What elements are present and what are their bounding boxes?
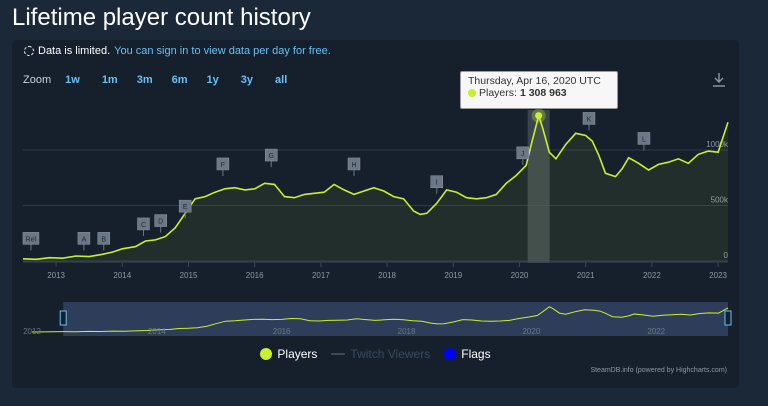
highlight-point: [535, 112, 543, 120]
flag-label: G: [269, 153, 274, 160]
navigator-label: 2016: [273, 327, 291, 336]
navigator-label: 2012: [23, 327, 41, 336]
navigator-label: 2020: [522, 327, 540, 336]
flag-marker: [516, 146, 530, 160]
flag-marker: [216, 157, 230, 171]
twitch-legend-line: [331, 353, 346, 355]
players-legend-dot: [260, 348, 273, 360]
flag-marker: [347, 157, 361, 171]
tooltip-row: Players: 1 308 963: [468, 87, 610, 99]
tooltip-value: 1 308 963: [519, 87, 567, 99]
x-tick-label: 2018: [378, 271, 396, 280]
players-line: [22, 112, 729, 261]
credits[interactable]: SteamDB.info (powered by Highcharts.com): [590, 367, 727, 374]
zoom-1w-button[interactable]: 1w: [65, 74, 80, 86]
zoom-1y-button[interactable]: 1y: [206, 74, 219, 86]
flag-label: L: [642, 136, 646, 143]
chart-legend: Players Twitch Viewers Flags: [12, 347, 739, 361]
navigator-label: 2022: [647, 327, 665, 336]
tooltip: Thursday, Apr 16, 2020 UTC Players: 1 30…: [460, 71, 618, 109]
x-tick-label: 2021: [577, 271, 595, 280]
flag-marker: [430, 175, 443, 188]
zoom-1m-button[interactable]: 1m: [101, 74, 118, 86]
page-title: Lifetime player count history: [12, 4, 311, 31]
tooltip-date: Thursday, Apr 16, 2020 UTC: [468, 75, 601, 87]
x-tick-label: 2013: [47, 271, 65, 280]
flag-label: K: [587, 116, 592, 123]
flag-label: J: [521, 151, 525, 158]
legend-item-flags[interactable]: Flags: [444, 347, 491, 361]
flag-marker: [22, 232, 40, 245]
flag-marker: [154, 214, 167, 227]
navigator-label: 2014: [148, 327, 166, 336]
flag-marker: [264, 148, 278, 162]
sign-in-link[interactable]: You can sign in to view data per day for…: [114, 45, 331, 57]
flag-marker: [97, 232, 111, 245]
y-tick-label: 500k: [711, 195, 729, 204]
flag-marker: [137, 217, 150, 231]
player-count-chart[interactable]: 0 500k 1000k Rel A B C D E F G H I J K L 2013 2014 2015 201…: [12, 40, 739, 340]
flag-label: D: [158, 219, 163, 226]
zoom-6m-button[interactable]: 6m: [171, 74, 188, 86]
legend-players-label: Players: [277, 347, 318, 361]
x-tick-label: 2015: [180, 271, 198, 280]
legend-item-players[interactable]: Players: [260, 347, 317, 361]
x-tick-label: 2023: [709, 271, 727, 280]
legend-twitch-label: Twitch Viewers: [350, 347, 431, 361]
x-tick-label: 2014: [113, 271, 131, 280]
flag-label: I: [436, 180, 438, 187]
x-tick-label: 2017: [312, 271, 330, 280]
zoom-all-button[interactable]: all: [275, 74, 288, 86]
navigator-handle-left: [59, 310, 67, 326]
y-tick-label: 0: [724, 251, 729, 260]
x-tick-label: 2020: [511, 271, 529, 280]
flag-label: B: [101, 236, 106, 243]
dashed-circle-icon: [24, 46, 34, 56]
legend-flags-label: Flags: [461, 347, 491, 361]
y-tick-label: 1000k: [706, 140, 729, 149]
flag-marker: [77, 232, 91, 245]
flags-legend-dot: [444, 348, 457, 360]
flag-marker: [178, 199, 192, 213]
tooltip-series-dot: [468, 89, 476, 97]
flag-label: C: [141, 222, 146, 229]
zoom-3m-button[interactable]: 3m: [136, 74, 153, 86]
navigator-handle-right: [724, 310, 732, 326]
flag-label: H: [351, 162, 356, 169]
flag-label: E: [183, 204, 188, 211]
flag-label: Rel: [26, 236, 37, 243]
x-tick-label: 2016: [246, 271, 264, 280]
hover-band: [527, 110, 550, 263]
download-icon[interactable]: [712, 72, 726, 88]
x-tick-label: 2019: [444, 271, 462, 280]
navigator-label: 2018: [398, 327, 416, 336]
notice-text: Data is limited.: [38, 45, 111, 57]
legend-item-twitch[interactable]: Twitch Viewers: [331, 347, 430, 361]
tooltip-series-label: Players:: [479, 87, 517, 99]
flag-label: A: [82, 236, 87, 243]
chart-panel: Data is limited. You can sign in to view…: [12, 40, 739, 388]
zoom-3y-button[interactable]: 3y: [240, 74, 254, 86]
navigator-series: [31, 306, 729, 333]
zoom-label: Zoom: [23, 74, 52, 86]
zoom-controls: Zoom 1w 1m 3m 6m 1y 3y all: [23, 74, 287, 86]
flag-marker: [637, 132, 651, 145]
flag-marker: [582, 112, 596, 125]
flag-label: F: [221, 162, 225, 169]
x-tick-label: 2022: [643, 271, 661, 280]
data-limited-notice: Data is limited. You can sign in to view…: [24, 45, 331, 57]
